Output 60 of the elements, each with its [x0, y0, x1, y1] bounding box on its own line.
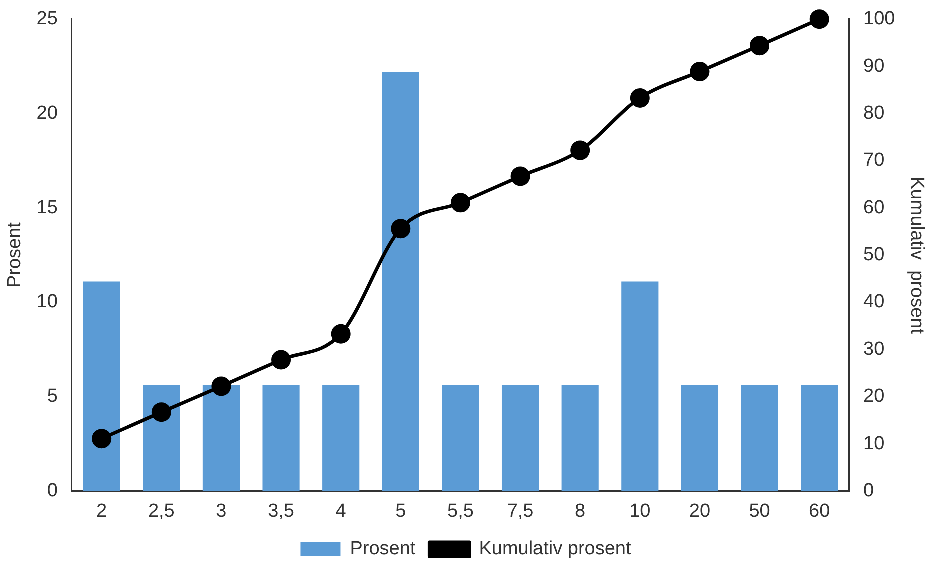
x-tick-label: 7,5 [507, 500, 534, 522]
y2-tick-label: 100 [864, 8, 896, 30]
point [92, 429, 112, 449]
y2-tick-label: 90 [864, 56, 885, 77]
bar [83, 282, 120, 492]
y-tick-label: 25 [36, 8, 58, 30]
point [510, 166, 530, 186]
x-tick-label: 60 [809, 500, 830, 522]
y-axis-title: Prosent [4, 222, 26, 288]
y2-tick-label: 80 [864, 102, 885, 124]
y-tick-label: 15 [36, 197, 58, 218]
x-tick-label: 10 [630, 500, 651, 522]
point [391, 219, 411, 239]
y-tick-label: 5 [47, 386, 58, 408]
x-tick-label: 50 [749, 500, 770, 522]
y2-axis-title: Kumulativ prosent [906, 176, 928, 335]
legend-label: Prosent [350, 538, 416, 560]
bar [382, 72, 420, 492]
bar [322, 386, 360, 492]
y2-tick-label: 70 [864, 150, 885, 172]
bar [681, 386, 719, 492]
bar [741, 386, 778, 492]
point [212, 376, 232, 396]
bar [562, 386, 599, 492]
y2-tick-label: 50 [864, 244, 885, 266]
y-tick-label: 20 [36, 102, 58, 124]
bar [262, 386, 300, 492]
x-tick-label: 2,5 [148, 500, 175, 522]
point [570, 140, 590, 160]
x-tick-label: 20 [689, 500, 711, 522]
x-tick-label: 2 [96, 500, 108, 522]
bar [502, 386, 540, 492]
y-tick-label: 0 [47, 480, 58, 502]
y2-tick-label: 60 [864, 197, 885, 218]
x-tick-label: 8 [575, 500, 586, 522]
point [331, 324, 351, 344]
bar [801, 386, 838, 492]
x-tick-label: 5,5 [448, 500, 474, 522]
point [450, 193, 470, 213]
point [750, 36, 770, 56]
bar [143, 386, 180, 492]
y2-tick-label: 30 [864, 338, 885, 360]
point [272, 350, 292, 370]
bar [202, 386, 240, 492]
y2-tick-label: 20 [864, 386, 885, 408]
legend-label: Kumulativ prosent [479, 538, 632, 560]
x-tick-label: 4 [336, 500, 347, 522]
point [690, 62, 710, 82]
point [630, 88, 650, 108]
point [152, 402, 172, 422]
x-tick-label: 3 [216, 500, 227, 522]
x-tick-label: 5 [396, 500, 406, 522]
y2-tick-label: 40 [864, 292, 885, 313]
bar [622, 282, 659, 492]
y2-tick-label: 10 [864, 433, 885, 454]
x-tick-label: 3,5 [268, 500, 294, 522]
y2-tick-label: 0 [864, 480, 874, 502]
bar [442, 386, 480, 492]
y-tick-label: 10 [36, 292, 58, 313]
point [810, 10, 830, 30]
